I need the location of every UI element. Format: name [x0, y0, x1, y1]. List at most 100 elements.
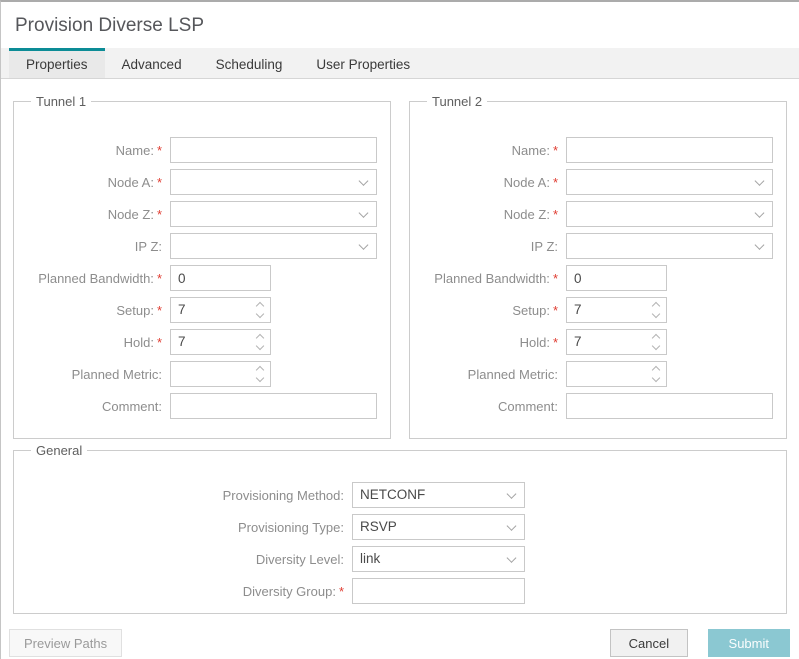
- tunnel1-node-z-select[interactable]: [170, 201, 377, 227]
- tunnel2-name-label: Name: *: [423, 143, 558, 158]
- tunnel2-node-z-label: Node Z: *: [423, 207, 558, 222]
- general-provisioning-method-select[interactable]: NETCONF: [352, 482, 525, 508]
- field-label-text: Planned Metric:: [71, 366, 162, 382]
- required-asterisk: *: [156, 142, 162, 158]
- tunnel2-planned-metric-label: Planned Metric:: [423, 367, 558, 382]
- spinner-buttons[interactable]: [255, 301, 265, 319]
- tunnel1-fields: Name: * Node A: * Node Z: * IP Z: Planned Bandw…: [27, 137, 377, 419]
- tab-bar: Properties Advanced Scheduling User Prop…: [1, 48, 799, 79]
- spinner-buttons[interactable]: [255, 333, 265, 351]
- tunnel2-ip-z-select[interactable]: [566, 233, 773, 259]
- general-diversity-group-row: Diversity Group: *: [27, 578, 773, 604]
- tunnel1-name-input[interactable]: [170, 137, 377, 163]
- general-legend: General: [36, 443, 83, 458]
- tunnel1-node-a-select[interactable]: [170, 169, 377, 195]
- spinner-buttons[interactable]: [651, 333, 661, 351]
- required-asterisk: *: [338, 583, 344, 599]
- select-value: RSVP: [360, 519, 397, 534]
- required-asterisk: *: [156, 206, 162, 222]
- general-diversity-level-select[interactable]: link: [352, 546, 525, 572]
- tunnel1-setup-spinner[interactable]: 7: [170, 297, 271, 323]
- general-diversity-level-label: Diversity Level:: [27, 552, 344, 567]
- chevron-down-icon: [651, 341, 661, 351]
- preview-paths-button[interactable]: Preview Paths: [9, 629, 123, 657]
- tunnel2-hold-row: Hold: * 7: [423, 329, 773, 355]
- tunnel2-planned-bandwidth-input[interactable]: [566, 265, 667, 291]
- field-label-text: Setup:: [512, 302, 550, 318]
- tunnel1-comment-label: Comment:: [27, 399, 162, 414]
- tunnel2-comment-input[interactable]: [566, 393, 773, 419]
- tunnel2-setup-row: Setup: * 7: [423, 297, 773, 323]
- tunnel2-node-a-select[interactable]: [566, 169, 773, 195]
- spinner-buttons[interactable]: [651, 301, 661, 319]
- tunnel1-node-z-row: Node Z: *: [27, 201, 377, 227]
- tab-advanced[interactable]: Advanced: [121, 57, 182, 72]
- tunnel1-comment-input[interactable]: [170, 393, 377, 419]
- tunnel2-name-input[interactable]: [566, 137, 773, 163]
- tunnel1-hold-spinner[interactable]: 7: [170, 329, 271, 355]
- tunnel2-planned-metric-spinner[interactable]: [566, 361, 667, 387]
- chevron-down-icon: [754, 176, 765, 186]
- general-fields: Provisioning Method: NETCONF Provisioning …: [27, 482, 773, 604]
- tunnel1-ip-z-row: IP Z:: [27, 233, 377, 259]
- spinner-buttons[interactable]: [255, 365, 265, 383]
- tab-scheduling[interactable]: Scheduling: [215, 57, 283, 72]
- general-diversity-group-input[interactable]: [352, 578, 525, 604]
- field-label-text: Comment:: [498, 398, 558, 414]
- general-section: General Provisioning Method: NETCONF Provi…: [13, 443, 787, 614]
- tunnel1-planned-metric-spinner[interactable]: [170, 361, 271, 387]
- tunnel2-fields: Name: * Node A: * Node Z: * IP Z: Planned Bandw…: [423, 137, 773, 419]
- chevron-down-icon: [651, 373, 661, 383]
- general-provisioning-type-select[interactable]: RSVP: [352, 514, 525, 540]
- tunnel1-setup-row: Setup: * 7: [27, 297, 377, 323]
- general-provisioning-type-row: Provisioning Type: RSVP: [27, 514, 773, 540]
- tunnel2-name-row: Name: *: [423, 137, 773, 163]
- tunnel2-planned-metric-row: Planned Metric:: [423, 361, 773, 387]
- chevron-down-icon: [255, 341, 265, 351]
- required-asterisk: *: [552, 142, 558, 158]
- footer-actions: Preview Paths Cancel Submit: [1, 614, 799, 657]
- field-label-text: Name:: [511, 142, 550, 158]
- tunnel2-setup-label: Setup: *: [423, 303, 558, 318]
- tunnel1-section: Tunnel 1 Name: * Node A: * Node Z: * IP Z: Plan…: [13, 94, 391, 439]
- tunnel2-planned-bandwidth-row: Planned Bandwidth: *: [423, 265, 773, 291]
- field-label-text: Name:: [115, 142, 154, 158]
- tunnel2-hold-spinner[interactable]: 7: [566, 329, 667, 355]
- chevron-down-icon: [255, 373, 265, 383]
- tunnel1-node-z-label: Node Z: *: [27, 207, 162, 222]
- general-diversity-level-row: Diversity Level: link: [27, 546, 773, 572]
- tunnel1-hold-row: Hold: * 7: [27, 329, 377, 355]
- general-provisioning-method-label: Provisioning Method:: [27, 488, 344, 503]
- tunnel1-ip-z-select[interactable]: [170, 233, 377, 259]
- submit-button[interactable]: Submit: [707, 629, 790, 657]
- required-asterisk: *: [552, 302, 558, 318]
- cancel-button[interactable]: Cancel: [609, 629, 689, 657]
- spinner-value: 7: [178, 334, 186, 349]
- required-asterisk: *: [156, 270, 162, 286]
- spinner-value: 7: [178, 302, 186, 317]
- spinner-buttons[interactable]: [651, 365, 661, 383]
- field-label-text: IP Z:: [134, 238, 162, 254]
- tunnel1-planned-bandwidth-label: Planned Bandwidth: *: [27, 271, 162, 286]
- tab-user-properties[interactable]: User Properties: [316, 57, 411, 72]
- general-diversity-group-label: Diversity Group: *: [27, 584, 344, 599]
- tunnel1-node-a-row: Node A: *: [27, 169, 377, 195]
- field-label-text: Planned Bandwidth:: [434, 270, 550, 286]
- general-provisioning-method-row: Provisioning Method: NETCONF: [27, 482, 773, 508]
- field-label-text: Diversity Group:: [242, 583, 336, 599]
- required-asterisk: *: [552, 174, 558, 190]
- field-label-text: Hold:: [519, 334, 550, 350]
- field-label-text: Comment:: [102, 398, 162, 414]
- tunnel2-setup-spinner[interactable]: 7: [566, 297, 667, 323]
- chevron-down-icon: [754, 240, 765, 250]
- general-provisioning-type-label: Provisioning Type:: [27, 520, 344, 535]
- field-label-text: Planned Metric:: [467, 366, 558, 382]
- tunnel1-planned-bandwidth-input[interactable]: [170, 265, 271, 291]
- tab-properties[interactable]: Properties: [9, 48, 105, 78]
- tunnel1-planned-metric-label: Planned Metric:: [27, 367, 162, 382]
- tunnel2-planned-bandwidth-label: Planned Bandwidth: *: [423, 271, 558, 286]
- tunnel2-node-z-select[interactable]: [566, 201, 773, 227]
- tunnel1-hold-label: Hold: *: [27, 335, 162, 350]
- required-asterisk: *: [552, 334, 558, 350]
- tunnel1-name-label: Name: *: [27, 143, 162, 158]
